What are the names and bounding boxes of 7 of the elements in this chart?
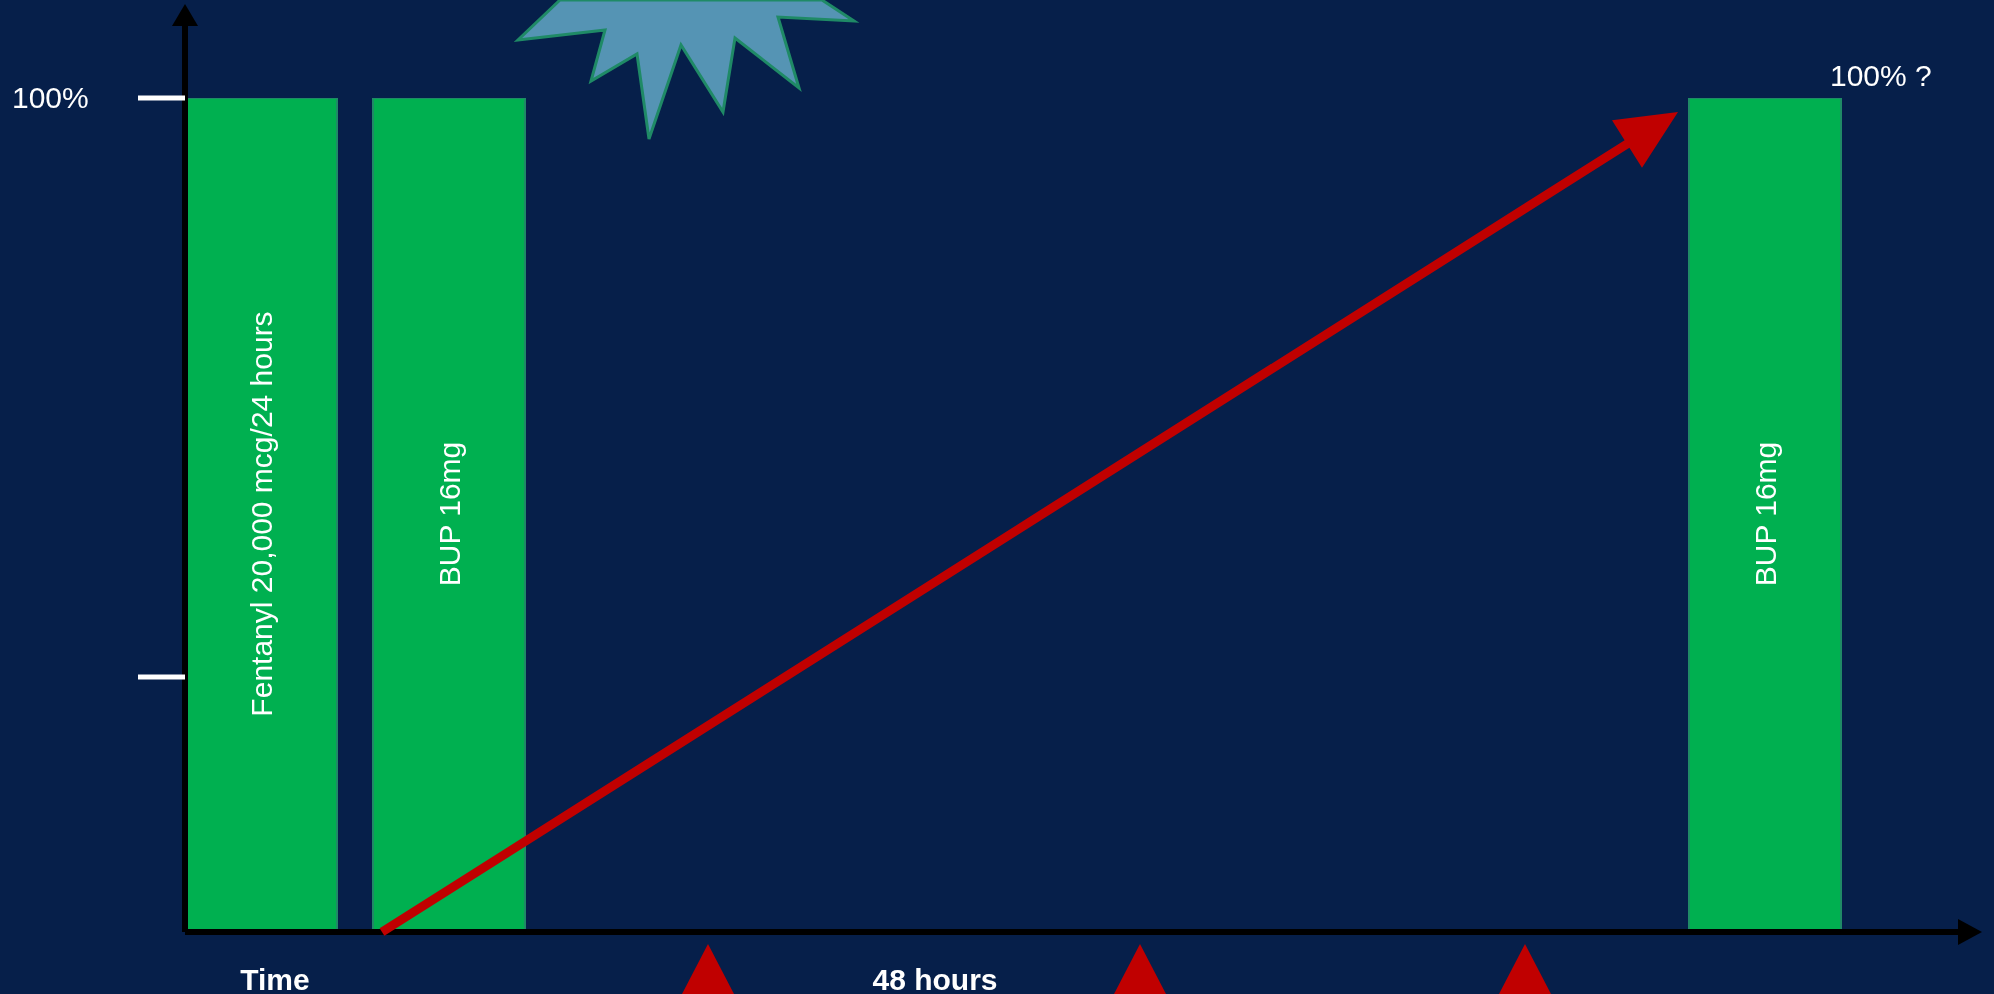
x-tick-label: BUP 16mg <box>432 441 466 587</box>
text: 100% <box>12 81 89 114</box>
x-axis-title: Time <box>240 963 310 994</box>
x-tick-label: BUP 16mg <box>1748 441 1782 587</box>
text: 48 hours <box>872 963 998 994</box>
x-tick-label: Fentanyl 20,000 mcg/24 hours <box>244 311 278 717</box>
text: 100% ? <box>1830 59 1932 92</box>
